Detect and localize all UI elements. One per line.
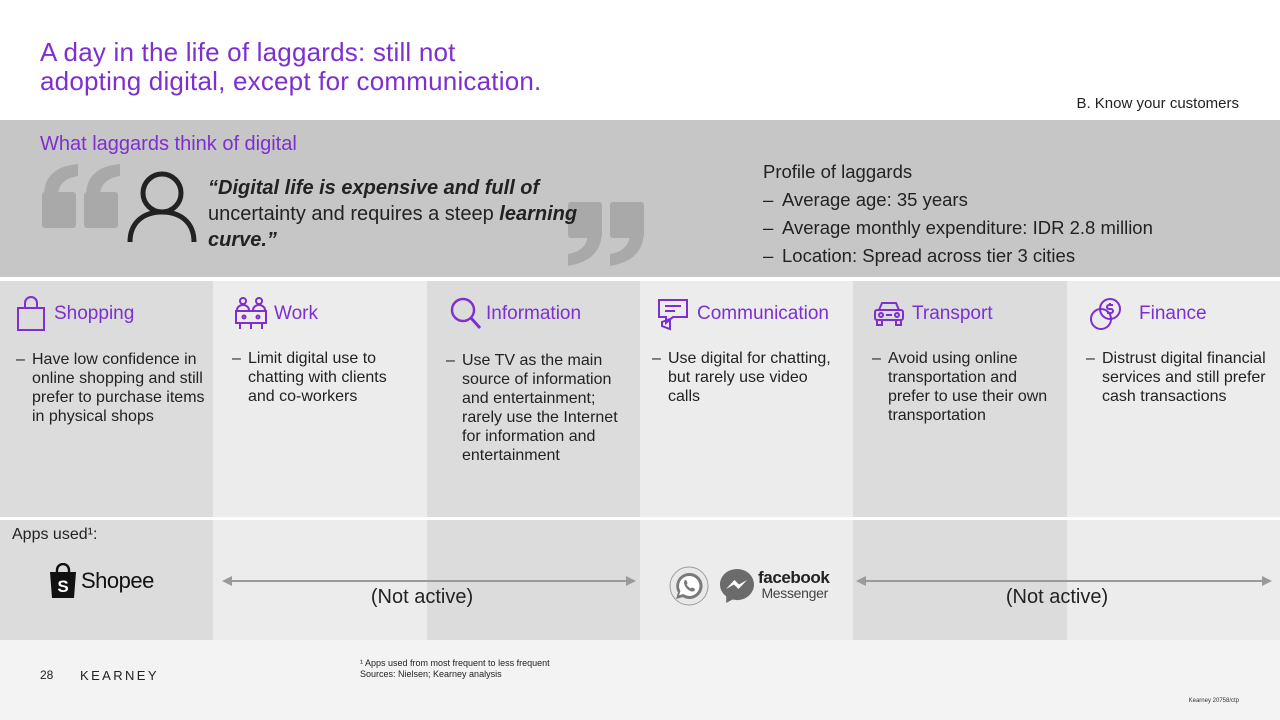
shopee-bag-icon: S — [48, 563, 78, 599]
not-active-label: (Not active) — [222, 586, 622, 609]
footnotes: ¹ Apps used from most frequent to less f… — [360, 658, 550, 680]
column-text-work: Limit digital use to chatting with clien… — [232, 349, 412, 406]
search-icon — [448, 296, 482, 332]
column-label: Information — [486, 303, 581, 325]
car-icon — [872, 296, 906, 332]
shopping-bag-icon — [14, 296, 48, 332]
coins-icon — [1089, 296, 1123, 332]
close-quote-icon — [566, 200, 646, 273]
column-text-information: Use TV as the main source of information… — [446, 351, 628, 465]
shopee-wordmark: Shopee — [81, 568, 154, 594]
facebook-wordmark: facebook — [758, 570, 828, 586]
band-heading: What laggards think of digital — [40, 133, 297, 156]
brand-logo: KEARNEY — [80, 668, 159, 683]
messenger-wordmark: Messenger — [758, 586, 828, 600]
column-header-transport: Transport — [872, 296, 993, 332]
not-active-label: (Not active) — [856, 586, 1258, 609]
column-header-shopping: Shopping — [14, 296, 134, 332]
column-label: Work — [274, 303, 318, 325]
profile-heading: Profile of laggards — [763, 160, 1243, 184]
meeting-icon — [234, 296, 268, 332]
person-icon — [126, 170, 198, 249]
section-tag: B. Know your customers — [1076, 95, 1239, 112]
slide-title: A day in the life of laggards: still not… — [40, 38, 680, 96]
title-line-1: A day in the life of laggards: still not — [40, 38, 680, 67]
open-quote-icon — [40, 162, 120, 235]
column-text-shopping: Have low confidence in online shopping a… — [16, 350, 206, 426]
column-label: Transport — [912, 303, 993, 325]
footer — [0, 640, 1280, 720]
quote-part-2: uncertainty and requires a steep — [208, 203, 499, 225]
title-line-2: adopting digital, except for communicati… — [40, 67, 680, 96]
column-header-communication: Communication — [657, 296, 829, 332]
column-label: Shopping — [54, 303, 134, 325]
column-header-work: Work — [234, 296, 318, 332]
column-header-information: Information — [448, 296, 581, 332]
quote-part-1: “Digital life is expensive and full of — [208, 177, 539, 199]
apps-used-label: Apps used¹: — [12, 526, 97, 544]
laggard-quote: “Digital life is expensive and full of u… — [208, 175, 578, 253]
footnote: ¹ Apps used from most frequent to less f… — [360, 658, 550, 669]
chat-megaphone-icon — [657, 296, 691, 332]
column-header-finance: Finance — [1089, 296, 1207, 332]
column-text-transport: Avoid using online transportation and pr… — [872, 349, 1054, 425]
column-text-finance: Distrust digital financial services and … — [1086, 349, 1266, 406]
column-label: Finance — [1139, 303, 1207, 325]
profile-item: Average age: 35 years — [763, 186, 1243, 214]
page-number: 28 — [40, 668, 53, 682]
sources-note: Sources: Nielsen; Kearney analysis — [360, 669, 550, 680]
column-label: Communication — [697, 303, 829, 325]
column-text-communication: Use digital for chatting, but rarely use… — [652, 349, 832, 406]
svg-text:S: S — [57, 577, 68, 596]
profile-panel: Profile of laggards Average age: 35 year… — [763, 160, 1243, 270]
facebook-messenger-logo: facebook Messenger — [758, 570, 828, 600]
profile-item: Average monthly expenditure: IDR 2.8 mil… — [763, 214, 1243, 242]
whatsapp-icon — [669, 566, 709, 611]
profile-item: Location: Spread across tier 3 cities — [763, 242, 1243, 270]
messenger-icon — [718, 567, 756, 610]
document-code: Kearney 20758/ctp — [1189, 698, 1239, 704]
shopee-logo: S Shopee — [48, 563, 154, 599]
